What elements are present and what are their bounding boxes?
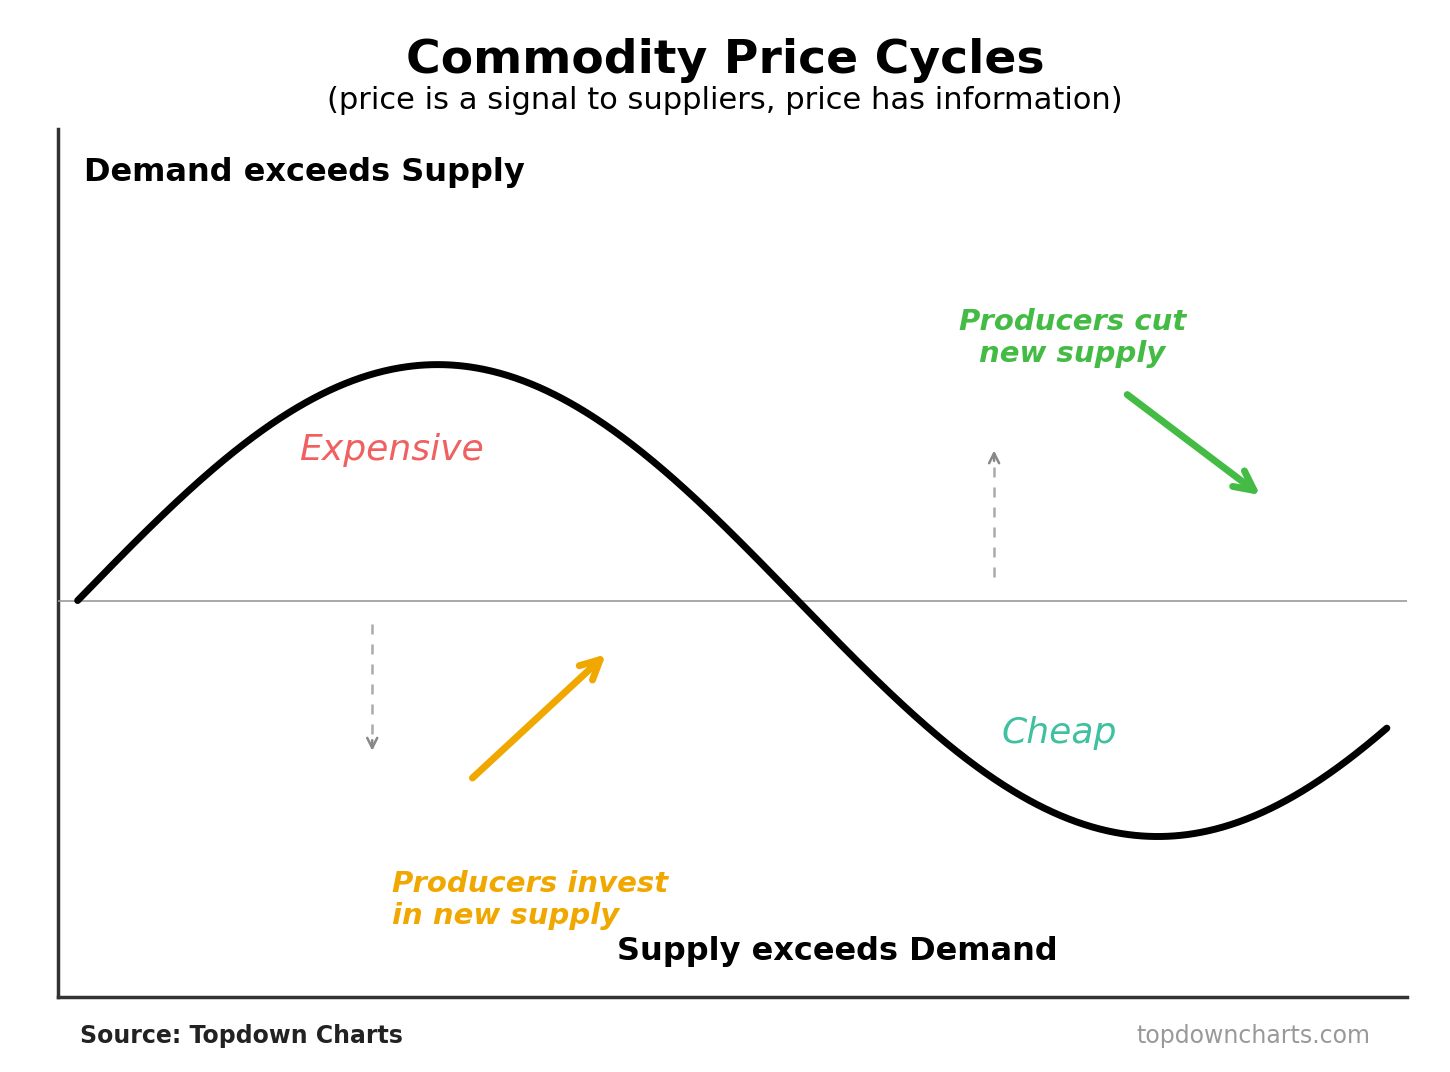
Text: Producers invest
in new supply: Producers invest in new supply — [392, 869, 668, 929]
Text: Supply exceeds Demand: Supply exceeds Demand — [616, 936, 1057, 967]
Text: (price is a signal to suppliers, price has information): (price is a signal to suppliers, price h… — [328, 86, 1122, 115]
Text: Source: Topdown Charts: Source: Topdown Charts — [80, 1025, 403, 1048]
Text: Producers cut
new supply: Producers cut new supply — [958, 308, 1186, 369]
Text: Demand exceeds Supply: Demand exceeds Supply — [84, 157, 525, 188]
Text: topdowncharts.com: topdowncharts.com — [1137, 1025, 1370, 1048]
Text: Expensive: Expensive — [300, 432, 484, 466]
Text: Commodity Price Cycles: Commodity Price Cycles — [406, 38, 1044, 83]
Text: Cheap: Cheap — [1002, 716, 1118, 749]
